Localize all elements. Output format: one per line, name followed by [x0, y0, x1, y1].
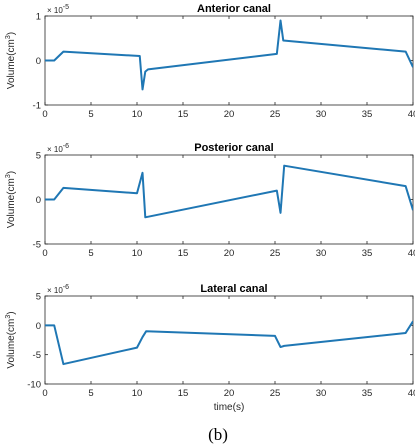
x-tick-label: 35 [362, 248, 373, 259]
chart-title: Posterior canal [194, 142, 273, 154]
y-axis-label-text: Volume(cm [6, 39, 17, 89]
x-tick-label: 20 [224, 388, 235, 399]
series-line [45, 320, 413, 366]
x-tick-label: 30 [316, 109, 327, 120]
x-tick-label: 0 [42, 388, 47, 399]
y-tick-label: 0 [36, 321, 41, 332]
x-tick-label: 10 [132, 248, 143, 259]
chart-title: Lateral canal [200, 283, 267, 295]
x-tick-label: 40 [408, 388, 415, 399]
x-tick-label: 10 [132, 109, 143, 120]
chart-panel: Lateral canal 0 5 10 15 20 25 30 35 40 -10 -5 0 5 × 10… [5, 283, 415, 413]
y-tick-label: 5 [36, 292, 41, 303]
y-tick-label: -10 [27, 380, 41, 391]
y-tick-label: 1 [36, 12, 41, 23]
axis-exponent: × 10-6 [47, 143, 69, 154]
x-tick-label: 30 [316, 388, 327, 399]
x-tick-label: 0 [42, 109, 47, 120]
x-tick-label: 5 [88, 109, 93, 120]
x-tick-label: 35 [362, 109, 373, 120]
chart-panel: Anterior canal0510152025303540-101× 10-5… [5, 3, 415, 120]
x-tick-label: 15 [178, 388, 189, 399]
y-tick-label: -5 [33, 350, 41, 361]
chart-panel: Posterior canal0510152025303540-505× 10-… [5, 142, 415, 259]
y-tick-label: 0 [36, 56, 41, 67]
x-tick-label: 40 [408, 248, 415, 259]
series-line [45, 19, 413, 91]
axis-exponent-base: × 10 [47, 145, 63, 154]
y-axis-label-text: Volume(cm [6, 178, 17, 228]
axis-exponent-base: × 10 [47, 286, 63, 295]
x-tick-label: 25 [270, 109, 281, 120]
x-tick-label: 20 [224, 109, 235, 120]
axes-box [44, 295, 414, 385]
y-axis-label: Volume(cm3) [5, 32, 17, 89]
y-axis-label-sup: 3 [5, 174, 12, 178]
axis-exponent-power: -6 [63, 284, 69, 291]
x-tick-label: 5 [88, 248, 93, 259]
x-tick-label: 5 [88, 388, 93, 399]
x-tick-label: 40 [408, 109, 415, 120]
axis-exponent-base: × 10 [47, 6, 63, 15]
x-tick-label: 10 [132, 388, 143, 399]
y-axis-label-sup: 3 [5, 35, 12, 39]
y-axis-label-sup: 3 [5, 315, 12, 319]
x-tick-label: 15 [178, 109, 189, 120]
x-tick-label: 0 [42, 248, 47, 259]
axis-exponent: × 10-5 [47, 4, 69, 15]
x-tick-label: 30 [316, 248, 327, 259]
axis-exponent-power: -6 [63, 143, 69, 150]
x-tick-label: 25 [270, 248, 281, 259]
y-tick-label: -1 [33, 101, 41, 112]
chart-panels: Anterior canal0510152025303540-101× 10-5… [5, 3, 415, 413]
axis-exponent: × 10-6 [47, 284, 69, 295]
chart-title: Anterior canal [197, 3, 271, 15]
y-tick-label: 5 [36, 151, 41, 162]
x-tick-label: 20 [224, 248, 235, 259]
figure-caption: (b) [208, 425, 228, 444]
y-axis-label-text: Volume(cm [6, 319, 17, 369]
y-tick-label: -5 [33, 240, 41, 251]
x-tick-label: 35 [362, 388, 373, 399]
x-axis-label: time(s) [214, 402, 245, 413]
y-tick-label: 0 [36, 195, 41, 206]
y-axis-label: Volume(cm3) [5, 311, 17, 368]
y-axis-label-close: ) [6, 171, 17, 174]
y-axis-label-close: ) [6, 311, 17, 314]
x-tick-label: 15 [178, 248, 189, 259]
series-line [45, 164, 413, 219]
axis-exponent-power: -5 [63, 4, 69, 11]
y-axis-label: Volume(cm3) [5, 171, 17, 228]
x-tick-label: 25 [270, 388, 281, 399]
y-axis-label-close: ) [6, 32, 17, 35]
